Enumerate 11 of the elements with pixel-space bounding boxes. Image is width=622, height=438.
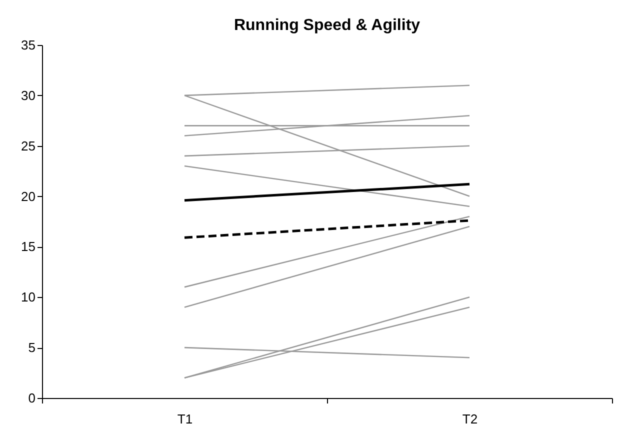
- chart-title: Running Speed & Agility: [234, 17, 420, 34]
- y-tick-label: 5: [28, 340, 36, 356]
- y-tick-label: 20: [21, 188, 36, 204]
- y-tick-label: 35: [21, 38, 36, 52]
- y-tick-label: 0: [28, 390, 36, 406]
- y-tick-label: 25: [21, 138, 36, 154]
- x-tick-label: T2: [462, 412, 478, 426]
- y-tick-label: 30: [21, 88, 36, 103]
- x-tick-label: T1: [177, 412, 193, 426]
- y-tick-label: 10: [21, 290, 36, 305]
- y-tick-label: 15: [21, 239, 36, 254]
